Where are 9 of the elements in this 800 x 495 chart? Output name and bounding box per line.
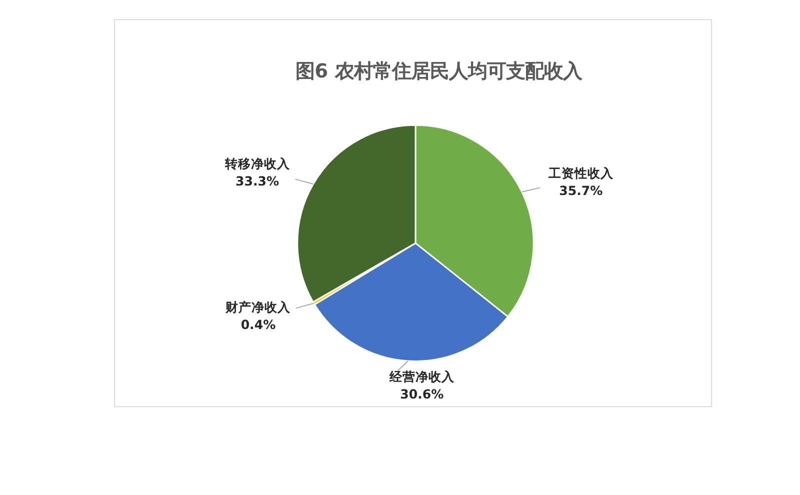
data-label: 35.7%: [559, 182, 604, 198]
slice-label: 经营净收入: [388, 369, 456, 384]
data-label: 30.6%: [400, 386, 444, 402]
data-label: 33.3%: [235, 173, 280, 188]
data-label: 0.4%: [240, 317, 276, 332]
slice-label: 转移净收入: [224, 156, 291, 172]
slice-label: 工资性收入: [547, 166, 614, 180]
slice-label: 财产净收入: [224, 300, 292, 315]
chart-title: 图6 农村常住居民人均可支配收入: [296, 60, 583, 83]
